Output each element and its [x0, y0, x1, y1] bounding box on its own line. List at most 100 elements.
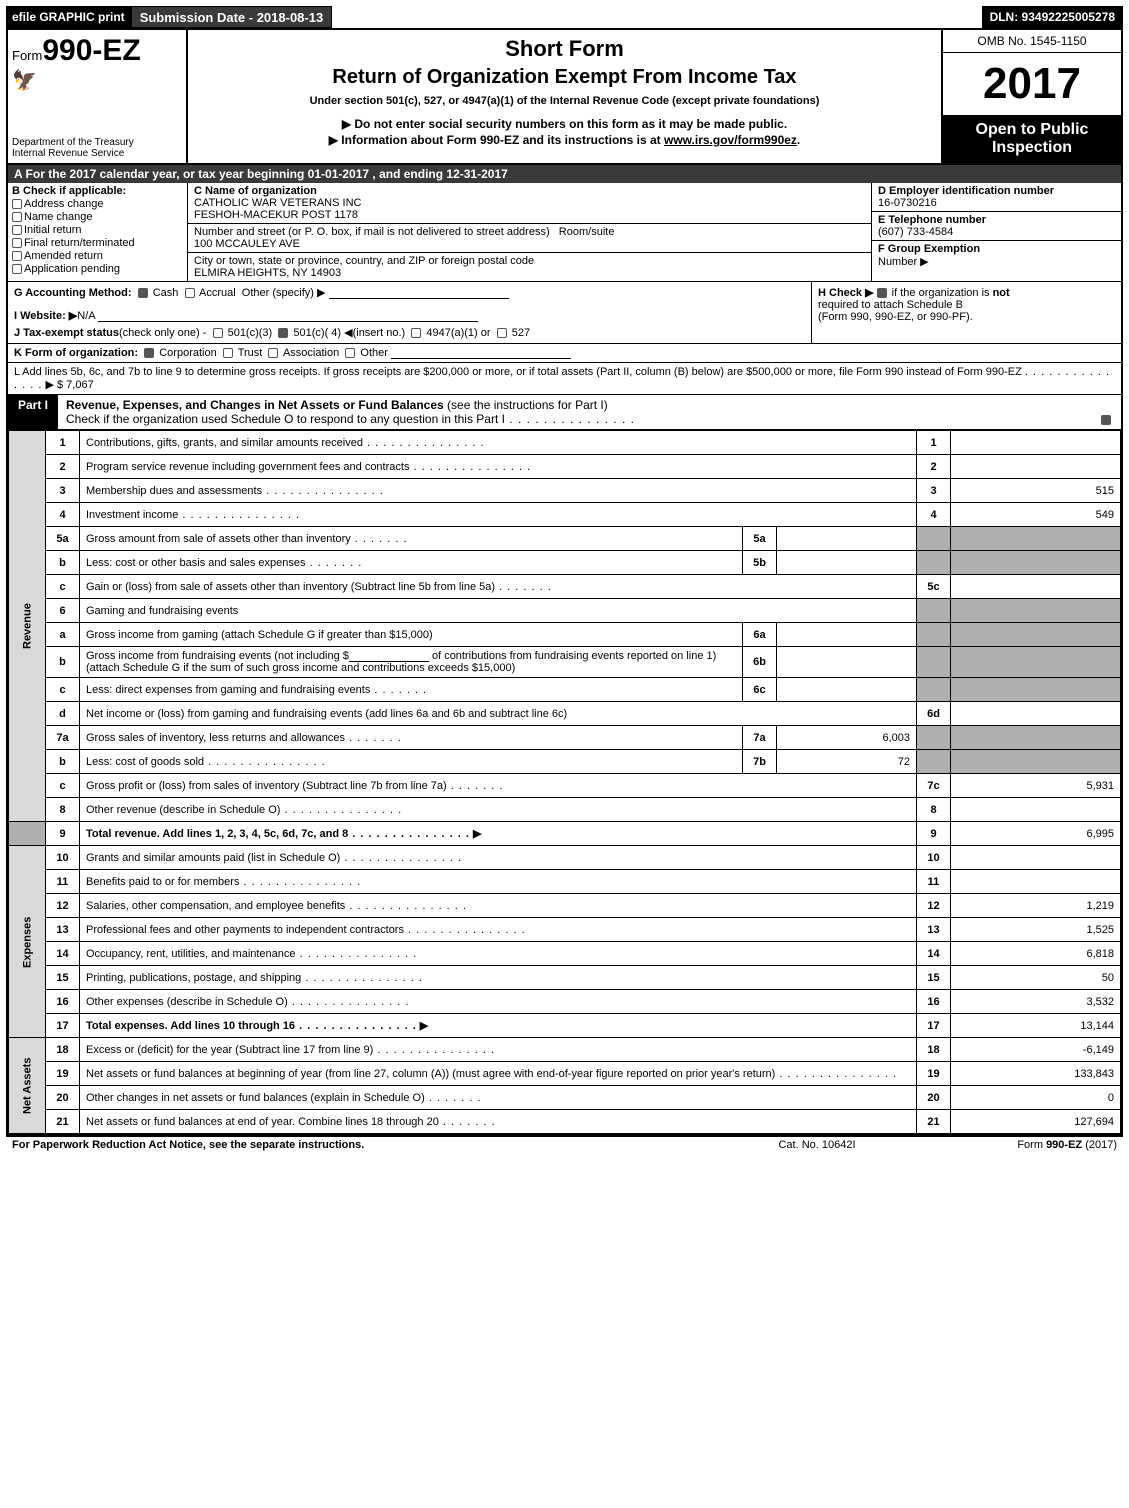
val-line-1 — [951, 431, 1121, 455]
ein-value: 16-0730216 — [878, 197, 937, 209]
checkbox-name-change[interactable] — [12, 212, 22, 222]
sidebar-revenue: Revenue — [9, 431, 46, 822]
other-specify-line — [329, 287, 509, 299]
checkbox-association[interactable] — [268, 348, 278, 358]
section-c-org-info: C Name of organization CATHOLIC WAR VETE… — [188, 183, 871, 281]
checkbox-501c[interactable] — [278, 328, 288, 338]
checkbox-accrual[interactable] — [185, 288, 195, 298]
section-k-form-of-org: K Form of organization: Corporation Trus… — [8, 344, 1121, 363]
section-d-header: D Employer identification number — [878, 185, 1054, 197]
street-value: 100 MCCAULEY AVE — [194, 238, 300, 250]
form-number-block: Form990-EZ 🦅 Department of the Treasury … — [8, 30, 188, 163]
val-line-6a — [777, 623, 917, 647]
val-line-21: 127,694 — [951, 1110, 1121, 1134]
sidebar-net-assets: Net Assets — [9, 1038, 46, 1134]
val-line-7c: 5,931 — [951, 774, 1121, 798]
checkbox-application-pending[interactable] — [12, 264, 22, 274]
room-suite-header: Room/suite — [559, 226, 615, 238]
line-a-tax-year: A For the 2017 calendar year, or tax yea… — [8, 165, 1121, 183]
top-bar: efile GRAPHIC print Submission Date - 20… — [6, 6, 1123, 28]
val-line-5b — [777, 551, 917, 575]
checkbox-corporation[interactable] — [144, 348, 154, 358]
form-prefix: Form — [12, 48, 42, 63]
val-line-20: 0 — [951, 1086, 1121, 1110]
efile-print-tag: efile GRAPHIC print — [6, 6, 131, 28]
section-g-accounting: G Accounting Method: Cash Accrual Other … — [14, 286, 805, 299]
street-header: Number and street (or P. O. box, if mail… — [194, 226, 550, 238]
checkbox-schedule-b[interactable] — [877, 288, 887, 298]
checkbox-4947a1[interactable] — [411, 328, 421, 338]
submission-date-tag: Submission Date - 2018-08-13 — [131, 6, 333, 28]
section-b-check-applicable: B Check if applicable: Address change Na… — [8, 183, 188, 281]
footer-paperwork: For Paperwork Reduction Act Notice, see … — [12, 1139, 717, 1151]
gross-receipts-value: $ 7,067 — [57, 379, 94, 391]
checkbox-cash[interactable] — [138, 288, 148, 298]
checkbox-final-return[interactable] — [12, 238, 22, 248]
instructions-link[interactable]: www.irs.gov/form990ez — [664, 133, 797, 147]
open-to-public-badge: Open to PublicInspection — [943, 115, 1121, 163]
val-line-5c — [951, 575, 1121, 599]
val-line-11 — [951, 870, 1121, 894]
form-subtitle: Under section 501(c), 527, or 4947(a)(1)… — [196, 95, 933, 107]
ssn-warning: Do not enter social security numbers on … — [196, 117, 933, 131]
val-line-6b — [777, 647, 917, 678]
val-line-9: 6,995 — [951, 822, 1121, 846]
val-line-8 — [951, 798, 1121, 822]
val-line-10 — [951, 846, 1121, 870]
checkbox-address-change[interactable] — [12, 199, 22, 209]
val-line-2 — [951, 455, 1121, 479]
section-c-name-header: C Name of organization — [194, 185, 317, 197]
telephone-value: (607) 733-4584 — [878, 226, 953, 238]
dln-tag: DLN: 93492225005278 — [982, 6, 1123, 28]
org-name-2: FESHOH-MACEKUR POST 1178 — [194, 209, 358, 221]
section-f-number-label: Number ▶ — [878, 256, 929, 268]
sidebar-expenses: Expenses — [9, 846, 46, 1038]
val-line-4: 549 — [951, 503, 1121, 527]
instructions-line: ▶ Information about Form 990-EZ and its … — [196, 133, 933, 147]
checkbox-amended-return[interactable] — [12, 251, 22, 261]
checkbox-schedule-o[interactable] — [1101, 415, 1111, 425]
section-h: H Check ▶ if the organization is not req… — [811, 282, 1121, 343]
city-value: ELMIRA HEIGHTS, NY 14903 — [194, 267, 341, 279]
irs-eagle-icon: 🦅 — [12, 68, 182, 93]
checkbox-trust[interactable] — [223, 348, 233, 358]
checkbox-other-org[interactable] — [345, 348, 355, 358]
city-header: City or town, state or province, country… — [194, 255, 534, 267]
org-name-1: CATHOLIC WAR VETERANS INC — [194, 197, 361, 209]
tax-year: 2017 — [943, 53, 1121, 115]
dept-treasury: Department of the Treasury — [12, 137, 182, 148]
val-line-12: 1,219 — [951, 894, 1121, 918]
checkbox-501c3[interactable] — [213, 328, 223, 338]
part-i-tag: Part I — [8, 395, 58, 429]
section-j-tax-exempt: J Tax-exempt status(check only one) - 50… — [14, 326, 805, 339]
val-line-6c — [777, 678, 917, 702]
footer-form-ref: Form 990-EZ (2017) — [917, 1139, 1117, 1151]
checkbox-initial-return[interactable] — [12, 225, 22, 235]
dept-irs: Internal Revenue Service — [12, 148, 182, 159]
section-l-gross-receipts: L Add lines 5b, 6c, and 7b to line 9 to … — [8, 363, 1121, 395]
section-e-header: E Telephone number — [878, 214, 986, 226]
section-f-header: F Group Exemption — [878, 243, 980, 255]
val-line-14: 6,818 — [951, 942, 1121, 966]
val-line-19: 133,843 — [951, 1062, 1121, 1086]
part-i-table: Revenue 1 Contributions, gifts, grants, … — [8, 430, 1121, 1134]
section-i-website: I Website: ▶N/A — [14, 309, 805, 322]
checkbox-527[interactable] — [497, 328, 507, 338]
part-i-title: Revenue, Expenses, and Changes in Net As… — [58, 395, 1121, 429]
website-line — [98, 310, 478, 322]
val-line-17: 13,144 — [951, 1014, 1121, 1038]
val-line-5a — [777, 527, 917, 551]
val-line-7a: 6,003 — [777, 726, 917, 750]
val-line-13: 1,525 — [951, 918, 1121, 942]
page-footer: For Paperwork Reduction Act Notice, see … — [6, 1136, 1123, 1153]
val-line-6d — [951, 702, 1121, 726]
val-line-7b: 72 — [777, 750, 917, 774]
footer-cat-no: Cat. No. 10642I — [717, 1139, 917, 1151]
section-b-header: B Check if applicable: — [12, 185, 183, 197]
short-form-label: Short Form — [196, 36, 933, 62]
omb-number: OMB No. 1545-1150 — [943, 30, 1121, 53]
form-number: 990-EZ — [42, 34, 140, 67]
val-line-3: 515 — [951, 479, 1121, 503]
val-line-16: 3,532 — [951, 990, 1121, 1014]
val-line-18: -6,149 — [951, 1038, 1121, 1062]
